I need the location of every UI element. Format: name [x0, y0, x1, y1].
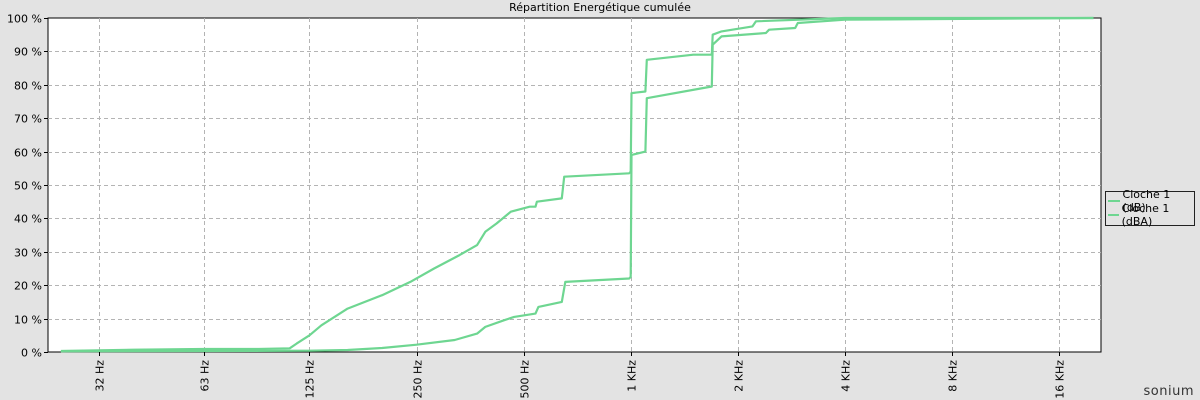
- legend-item-dba: Cloche 1 (dBA): [1106, 202, 1194, 228]
- x-tick-label: 16 KHz: [1054, 360, 1067, 399]
- legend-label: Cloche 1 (dBA): [1121, 202, 1170, 228]
- x-tick-label: 8 KHz: [947, 360, 960, 392]
- x-tick-label: 2 KHz: [733, 360, 746, 392]
- y-tick-label: 20 %: [14, 280, 42, 293]
- y-tick-label: 90 %: [14, 46, 42, 59]
- y-tick-label: 50 %: [14, 180, 42, 193]
- y-tick-label: 100 %: [7, 13, 42, 26]
- legend-swatch: [1108, 200, 1120, 202]
- x-tick-label: 250 Hz: [412, 360, 425, 399]
- y-tick-label: 70 %: [14, 113, 42, 126]
- legend-swatch: [1108, 214, 1119, 216]
- x-tick-label: 125 Hz: [304, 360, 317, 399]
- x-tick-label: 1 KHz: [626, 360, 639, 392]
- y-tick-label: 40 %: [14, 213, 42, 226]
- y-tick-label: 10 %: [14, 314, 42, 327]
- x-tick-label: 500 Hz: [519, 360, 532, 399]
- x-tick-label: 4 KHz: [840, 360, 853, 392]
- axis-labels: 0 % 10 % 20 % 30 % 40 % 50 % 60 % 70 % 80 % 90 % 1…: [7, 13, 1066, 399]
- x-tick-label: 63 Hz: [199, 360, 212, 392]
- y-tick-label: 0 %: [21, 347, 42, 360]
- legend-label: Cloche 1 (dB): [1122, 188, 1171, 214]
- series-line-dba: [60, 16, 1094, 353]
- y-tick-label: 80 %: [14, 80, 42, 93]
- chart-title: Répartition Energétique cumulée: [509, 1, 691, 14]
- y-tick-label: 60 %: [14, 147, 42, 160]
- x-tick-label: 32 Hz: [94, 360, 107, 392]
- legend: Cloche 1 (dB) Cloche 1 (dBA): [1105, 188, 1195, 228]
- y-tick-label: 30 %: [14, 247, 42, 260]
- brand-logo: sonium: [1143, 384, 1194, 399]
- grid: [48, 18, 1101, 352]
- legend-item-db: Cloche 1 (dB): [1106, 188, 1194, 214]
- series-lines: [60, 16, 1094, 353]
